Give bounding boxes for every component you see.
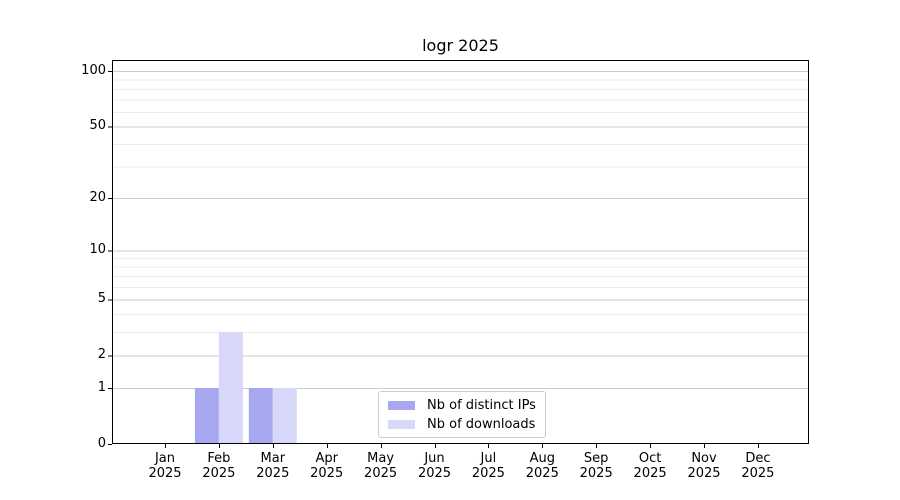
bar-feb-distinct-ips [194,388,219,444]
legend-swatch [388,419,415,429]
x-axis-tick-label-apr: Apr 2025 [299,451,355,481]
x-axis-year-label: 2025 [687,466,721,481]
legend-label: Nb of distinct IPs [427,397,536,413]
bar-mar-distinct-ips [248,388,273,444]
x-axis-year-label: 2025 [202,466,236,481]
x-axis-tick-label-nov: Nov 2025 [676,451,732,481]
y-axis-tick-label-0: 0 [97,436,106,451]
y-axis-tick-label-1: 1 [97,380,106,395]
x-axis-month-label: Feb [207,451,231,466]
x-axis-month-label: Nov [691,451,717,466]
legend-item: Nb of downloads [388,415,536,433]
x-axis-month-label: Sep [583,451,609,466]
chart-title: logr 2025 [422,36,499,55]
x-axis-month-label: Apr [315,451,338,466]
y-axis-tick-label-10: 10 [89,242,106,258]
x-axis-year-label: 2025 [310,466,344,481]
x-axis-tick-label-feb: Feb 2025 [191,451,247,481]
y-axis-tick-label-100: 100 [81,63,106,79]
x-axis-year-label: 2025 [364,466,398,481]
x-axis-month-label: Mar [260,451,286,466]
legend-swatch [388,400,415,410]
x-axis-tick-label-dec: Dec 2025 [730,451,786,481]
x-axis-tick-label-jul: Jul 2025 [460,451,516,481]
x-axis-tick-label-mar: Mar 2025 [245,451,301,481]
x-axis-month-label: Dec [745,451,771,466]
legend-item: Nb of distinct IPs [388,396,536,414]
x-axis-month-label: Oct [638,451,662,466]
x-axis-year-label: 2025 [471,466,505,481]
legend-label: Nb of downloads [427,416,536,432]
x-axis-year-label: 2025 [633,466,667,481]
plot-area [112,60,809,444]
x-axis-tick-label-oct: Oct 2025 [622,451,678,481]
x-axis-year-label: 2025 [148,466,182,481]
bar-feb-downloads [218,332,243,444]
y-axis-tick-label-20: 20 [89,190,106,206]
x-axis-tick-label-may: May 2025 [353,451,409,481]
x-axis-month-label: Jun [424,451,445,466]
x-axis-tick-label-jan: Jan 2025 [137,451,193,481]
x-axis-tick-label-aug: Aug 2025 [514,451,570,481]
x-axis-year-label: 2025 [741,466,775,481]
x-axis-month-label: Jul [480,451,497,466]
bar-mar-downloads [272,388,297,444]
x-axis-year-label: 2025 [525,466,559,481]
x-axis-month-label: May [367,451,395,466]
x-axis-year-label: 2025 [579,466,613,481]
x-axis-month-label: Jan [154,451,176,466]
x-axis-year-label: 2025 [256,466,290,481]
legend: Nb of distinct IPs Nb of downloads [378,391,546,438]
x-axis-year-label: 2025 [417,466,452,481]
y-axis-tick-label-50: 50 [89,118,106,134]
x-axis-tick-label-sep: Sep 2025 [568,451,624,481]
x-axis-month-label: Aug [529,451,555,466]
y-axis-tick-label-5: 5 [97,291,106,307]
x-axis-tick-label-jun: Jun 2025 [407,451,463,481]
y-axis-tick-label-2: 2 [97,347,106,363]
